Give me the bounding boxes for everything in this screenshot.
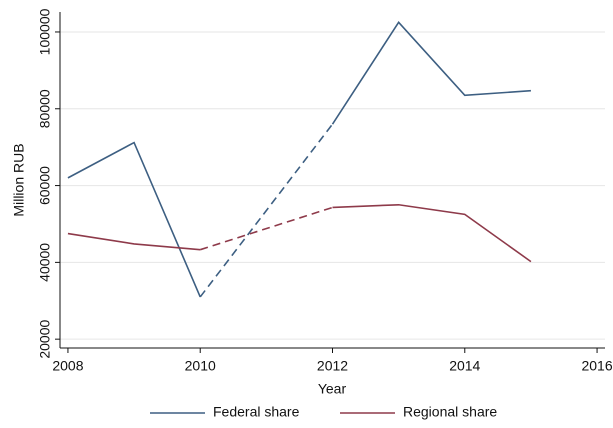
x-tick-label: 2012 — [317, 358, 348, 374]
legend-label: Federal share — [213, 404, 300, 420]
line-series — [67, 232, 201, 251]
legend-label: Regional share — [403, 404, 497, 420]
y-tick-label: 40000 — [37, 243, 53, 282]
y-tick-label: 100000 — [37, 8, 53, 55]
y-tick-label: 20000 — [37, 319, 53, 358]
x-tick-label: 2008 — [52, 358, 83, 374]
line-series — [332, 203, 532, 263]
x-tick-label: 2014 — [449, 358, 480, 374]
line-series — [331, 21, 531, 125]
x-tick-label: 2010 — [185, 358, 216, 374]
y-tick-label: 80000 — [37, 89, 53, 128]
line-series — [67, 141, 201, 298]
y-axis-label: Million RUB — [11, 143, 27, 216]
x-axis-label: Year — [318, 381, 347, 397]
y-tick-label: 60000 — [37, 166, 53, 205]
gap-bridge — [199, 123, 334, 298]
gap-bridge — [199, 206, 333, 251]
x-tick-label: 2016 — [581, 358, 612, 374]
